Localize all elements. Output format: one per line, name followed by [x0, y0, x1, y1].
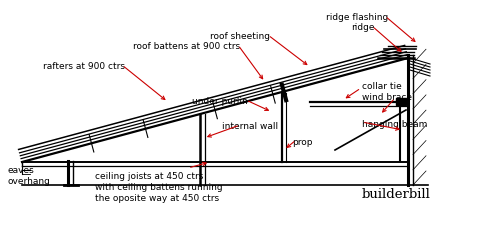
- Text: prop: prop: [292, 138, 313, 147]
- Text: internal wall: internal wall: [222, 122, 278, 131]
- Text: builderbill: builderbill: [362, 188, 431, 201]
- Text: roof sheeting: roof sheeting: [210, 32, 270, 41]
- Text: ridge flashing: ridge flashing: [326, 13, 388, 22]
- Text: ridge: ridge: [351, 23, 375, 32]
- Text: wind brace: wind brace: [362, 93, 412, 102]
- Text: roof battens at 900 ctrs: roof battens at 900 ctrs: [133, 42, 240, 51]
- Text: hanging beam: hanging beam: [362, 120, 427, 129]
- Text: rafters at 900 ctrs: rafters at 900 ctrs: [43, 62, 125, 71]
- Text: under purlin: under purlin: [192, 97, 248, 106]
- Text: ceiling joists at 450 ctrs
with ceiling battens running
the oposite way at 450 c: ceiling joists at 450 ctrs with ceiling …: [95, 172, 223, 203]
- Text: eaves
overhang: eaves overhang: [8, 166, 51, 186]
- Bar: [396, 98, 406, 105]
- Text: collar tie: collar tie: [362, 82, 402, 91]
